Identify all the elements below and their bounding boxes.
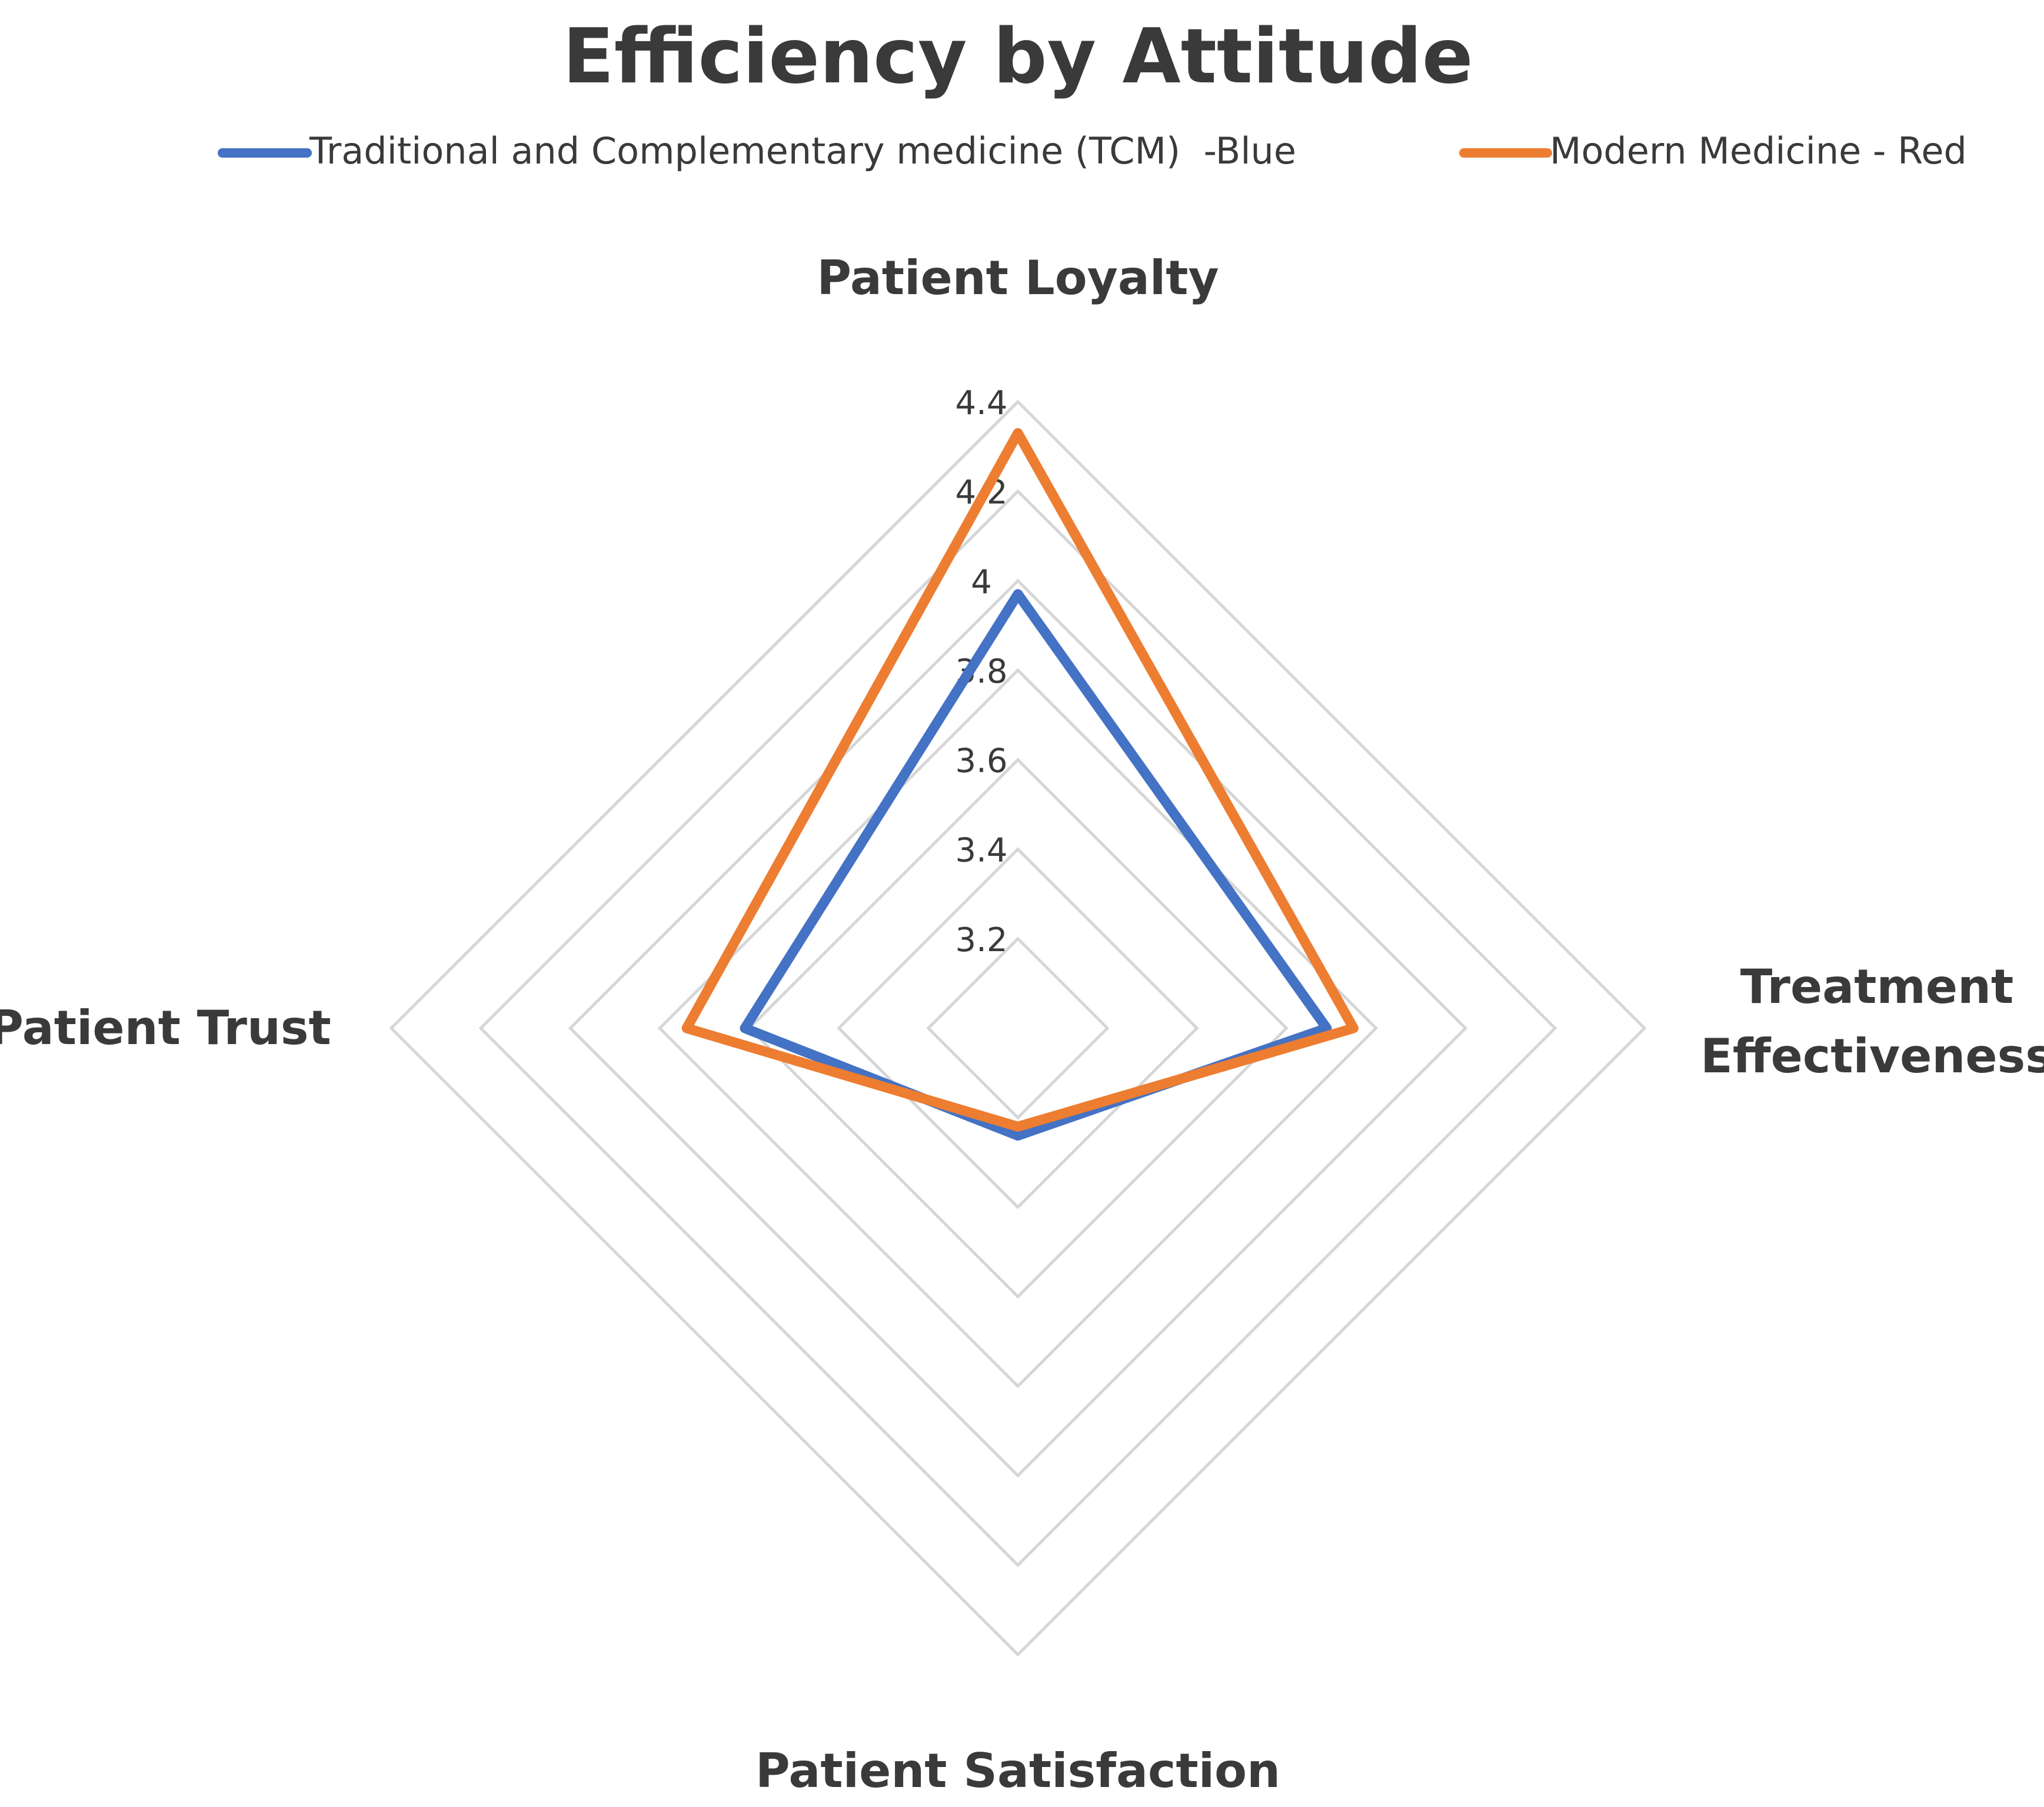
grid-ring (389, 399, 1647, 1657)
radial-tick-labels: 3.23.43.63.844.24.4 (955, 384, 1007, 959)
category-labels: Patient Loyalty Treatment Effectiveness Pat… (0, 251, 2044, 1798)
category-label: Patient Loyalty (817, 251, 1219, 305)
tick-label: 3.6 (955, 742, 1007, 781)
tick-label: 4.4 (955, 384, 1007, 422)
category-label: Patient Trust (0, 1001, 331, 1055)
grid-ring (568, 578, 1468, 1478)
grid-ring (837, 847, 1199, 1209)
legend-item-modern-medicine[interactable]: Modern Medicine - Red (1459, 129, 1967, 172)
legend-item-tcm[interactable]: Traditional and Complementary medicine (… (218, 129, 1296, 172)
grid-ring (478, 489, 1557, 1568)
tick-label: 4 (971, 563, 992, 601)
radar-grid (389, 399, 1647, 1657)
category-label: Patient Satisfaction (755, 1743, 1280, 1798)
category-label: Effectiveness (1700, 1029, 2044, 1083)
category-label: Treatment (1740, 959, 2014, 1014)
series-line-tcm[interactable] (740, 589, 1332, 1141)
legend-label-tcm: Traditional and Complementary medicine (… (309, 129, 1296, 172)
grid-ring (657, 668, 1379, 1389)
tick-label: 3.4 (955, 832, 1007, 870)
grid-ring (926, 936, 1110, 1120)
series-line-modern-medicine[interactable] (681, 428, 1359, 1132)
chart-title: Efficiency by Attitude (562, 13, 1473, 101)
legend-label-modern-medicine: Modern Medicine - Red (1550, 129, 1967, 172)
tick-label: 3.2 (955, 921, 1007, 959)
grid-ring (747, 758, 1289, 1299)
legend: Traditional and Complementary medicine (… (218, 129, 1967, 172)
data-series (681, 428, 1359, 1141)
